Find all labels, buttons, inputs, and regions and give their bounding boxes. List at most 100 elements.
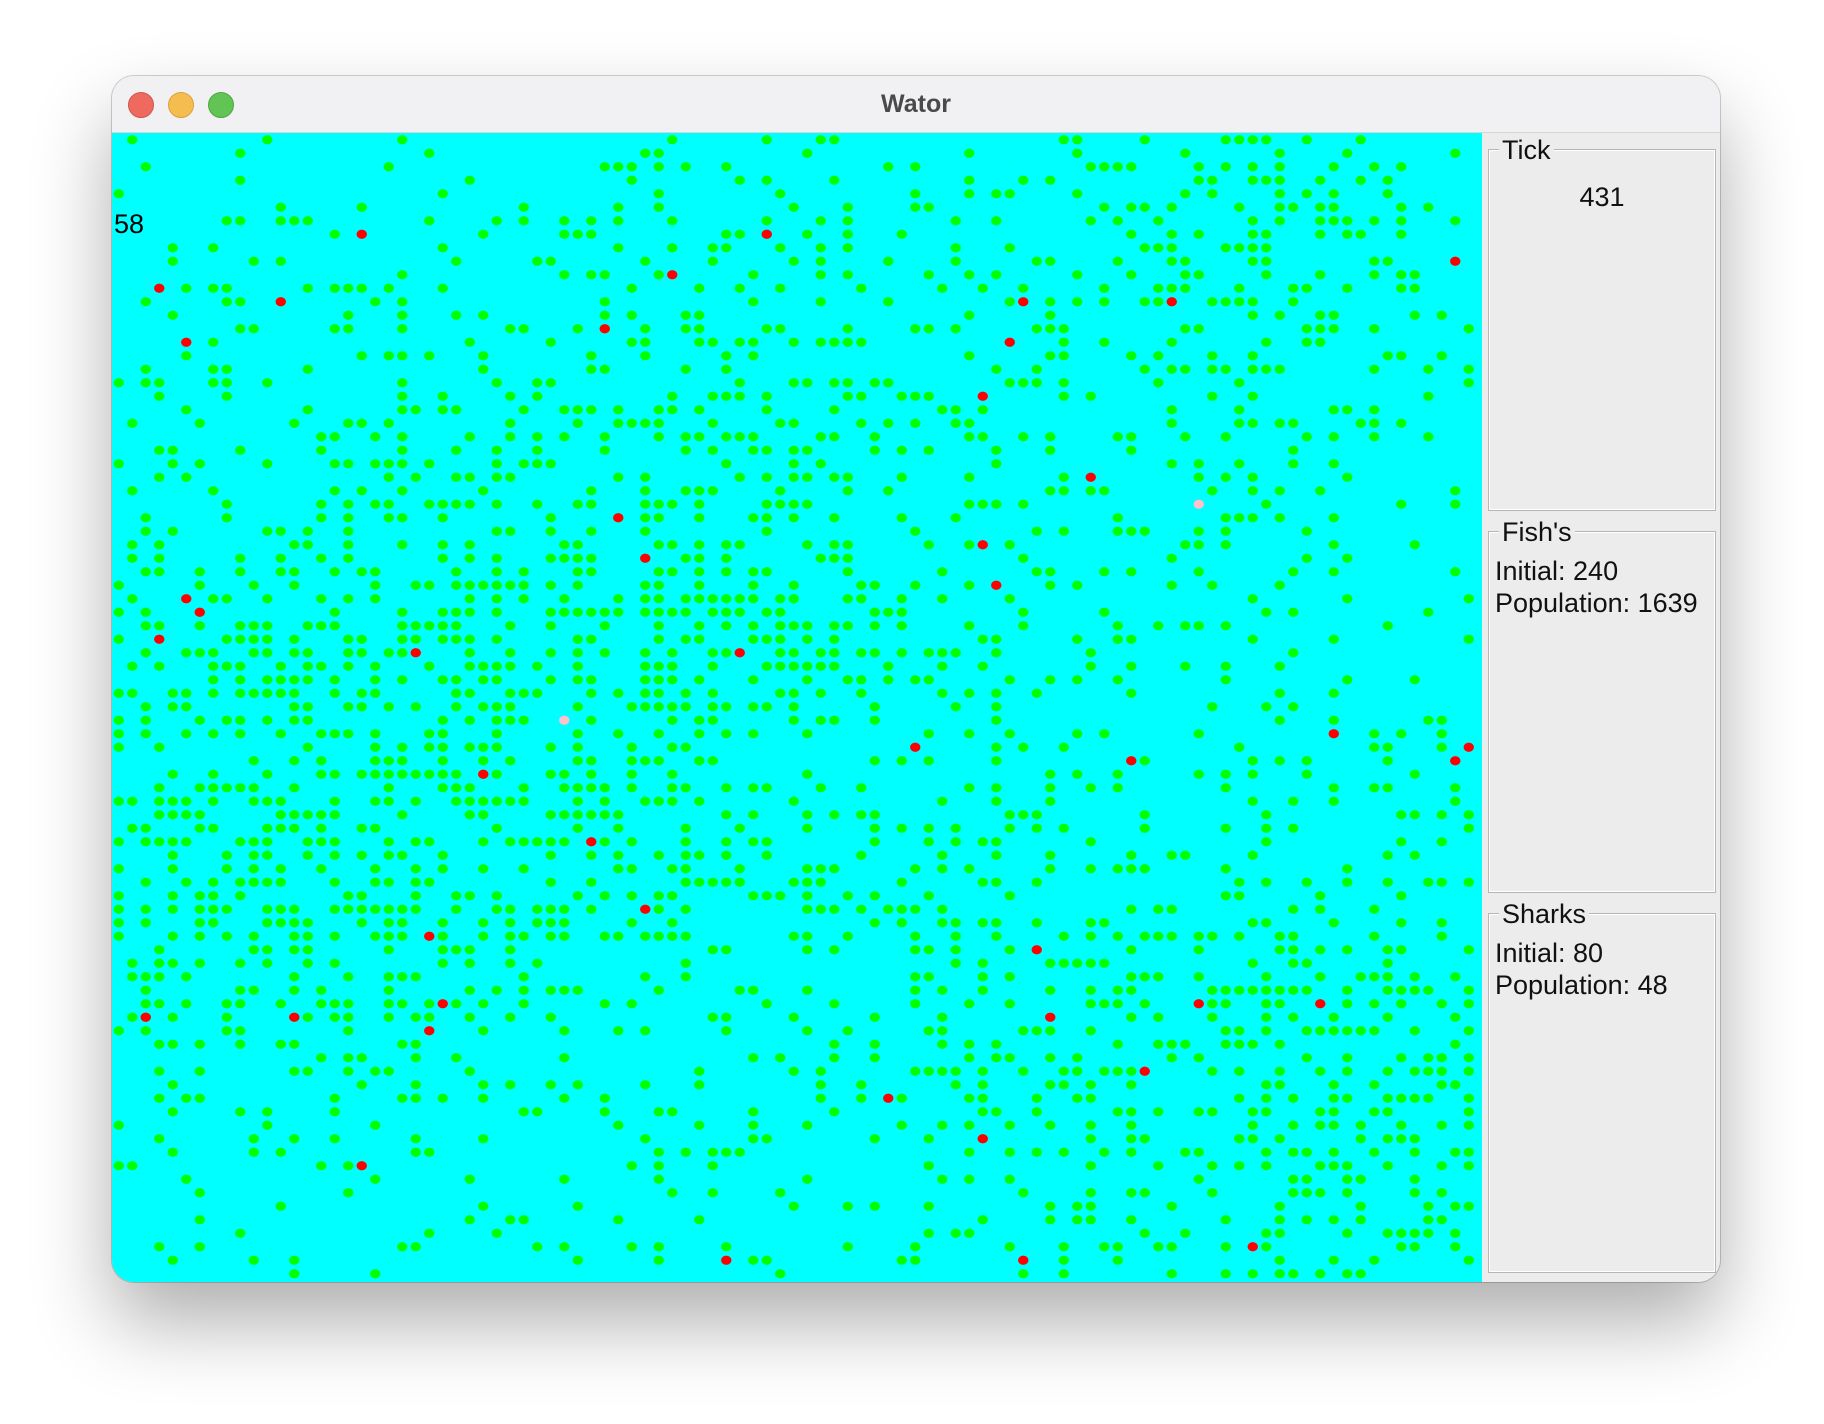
fish-cell: [1099, 1147, 1110, 1157]
fish-cell: [1261, 1147, 1272, 1157]
shark-cell: [1139, 1066, 1150, 1076]
fish-cell: [1139, 243, 1150, 253]
fish-cell: [1153, 931, 1164, 941]
fish-cell: [613, 202, 624, 212]
fish-cell: [1288, 796, 1299, 806]
shark-cell: [640, 553, 651, 563]
fish-cell: [410, 621, 421, 631]
fish-cell: [1261, 270, 1272, 280]
fish-cell: [518, 202, 529, 212]
fish-cell: [1396, 918, 1407, 928]
fish-cell: [788, 661, 799, 671]
fish-cell: [923, 1228, 934, 1238]
fish-cell: [1382, 958, 1393, 968]
fish-cell: [262, 135, 273, 145]
fish-cell: [505, 837, 516, 847]
fish-cell: [289, 931, 300, 941]
fish-cell: [505, 526, 516, 536]
fish-cell: [1004, 1120, 1015, 1130]
fish-cell: [937, 850, 948, 860]
fish-cell: [1193, 729, 1204, 739]
fish-cell: [653, 189, 664, 199]
fish-cell: [1139, 135, 1150, 145]
fish-cell: [437, 729, 448, 739]
fish-cell: [721, 594, 732, 604]
fish-cell: [154, 810, 165, 820]
fish-cell: [667, 499, 678, 509]
fish-cell: [707, 391, 718, 401]
fish-cell: [707, 1012, 718, 1022]
fish-cell: [923, 1161, 934, 1171]
fish-cell: [397, 675, 408, 685]
close-button[interactable]: [128, 92, 154, 118]
fish-cell: [1423, 1066, 1434, 1076]
fish-cell: [991, 931, 1002, 941]
fish-cell: [1207, 351, 1218, 361]
fish-cell: [167, 1080, 178, 1090]
fish-cell: [329, 1107, 340, 1117]
fish-cell: [383, 513, 394, 523]
fish-cell: [1463, 810, 1474, 820]
fish-cell: [491, 715, 502, 725]
fish-cell: [640, 1134, 651, 1144]
fish-cell: [1247, 850, 1258, 860]
fish-cell: [1072, 148, 1083, 158]
fish-cell: [1112, 526, 1123, 536]
fish-cell: [775, 418, 786, 428]
fish-cell: [667, 1107, 678, 1117]
fish-cell: [410, 837, 421, 847]
fish-cell: [599, 837, 610, 847]
fish-cell: [1072, 189, 1083, 199]
fish-cell: [302, 945, 313, 955]
fish-cell: [1342, 945, 1353, 955]
fish-cell: [667, 1188, 678, 1198]
fish-cell: [1288, 702, 1299, 712]
fish-cell: [842, 594, 853, 604]
fish-cell: [383, 783, 394, 793]
sharks-population: Population: 48: [1495, 970, 1668, 1000]
fish-cell: [559, 1026, 570, 1036]
fish-cell: [410, 634, 421, 644]
fish-cell: [424, 1228, 435, 1238]
fish-cell: [343, 553, 354, 563]
fish-cell: [1382, 1161, 1393, 1171]
fish-cell: [1328, 162, 1339, 172]
fish-cell: [559, 405, 570, 415]
fish-cell: [896, 472, 907, 482]
fish-cell: [437, 769, 448, 779]
fish-cell: [653, 931, 664, 941]
fish-cell: [613, 607, 624, 617]
fish-cell: [1031, 1026, 1042, 1036]
fish-cell: [761, 472, 772, 482]
fish-cell: [1072, 769, 1083, 779]
fish-cell: [181, 810, 192, 820]
zoom-button[interactable]: [208, 92, 234, 118]
fish-cell: [1288, 1269, 1299, 1279]
fish-cell: [815, 904, 826, 914]
fish-cell: [154, 742, 165, 752]
fish-cell: [140, 918, 151, 928]
fish-cell: [1085, 999, 1096, 1009]
fish-cell: [140, 729, 151, 739]
fish-cell: [262, 594, 273, 604]
fish-cell: [1045, 256, 1056, 266]
fish-cell: [1031, 688, 1042, 698]
fish-cell: [964, 999, 975, 1009]
fish-cell: [842, 472, 853, 482]
fish-cell: [626, 837, 637, 847]
fish-cell: [1004, 823, 1015, 833]
fish-cell: [1193, 945, 1204, 955]
fish-cell: [950, 1080, 961, 1090]
fish-cell: [275, 1201, 286, 1211]
fish-cell: [343, 661, 354, 671]
fish-cell: [572, 405, 583, 415]
fish-cell: [883, 486, 894, 496]
minimize-button[interactable]: [168, 92, 194, 118]
fish-cell: [1247, 418, 1258, 428]
fish-cell: [167, 958, 178, 968]
fish-cell: [1004, 1242, 1015, 1252]
fish-cell: [721, 1012, 732, 1022]
fish-cell: [113, 607, 124, 617]
fish-cell: [181, 1093, 192, 1103]
fish-cell: [991, 216, 1002, 226]
